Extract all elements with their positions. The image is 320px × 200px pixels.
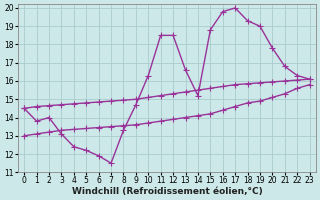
X-axis label: Windchill (Refroidissement éolien,°C): Windchill (Refroidissement éolien,°C)	[72, 187, 262, 196]
